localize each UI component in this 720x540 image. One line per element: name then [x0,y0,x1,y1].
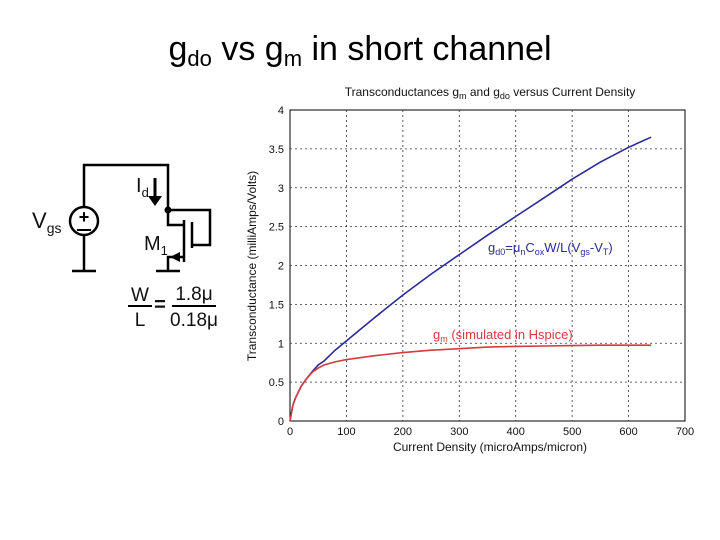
l-value: 0.18μ [170,310,218,331]
drain-stub [166,210,184,227]
y-axis-label: Transconductance (milliAmps/Volts) [245,171,259,361]
vgs-top-wire [82,163,170,215]
w-label: W [131,285,149,306]
x-tick-label: 600 [619,426,637,438]
x-axis-label: Current Density (microAmps/micron) [393,440,587,454]
gm-annotation: gm (simulated in Hspice) [433,327,573,344]
voltage-source-plus: + [79,207,90,227]
y-tick-label: 0 [278,416,284,428]
y-tick-label: 1.5 [269,299,284,311]
w-value: 1.8μ [175,284,212,305]
y-tick-label: 0.5 [269,377,284,389]
voltage-source-icon [68,205,100,237]
transconductance-chart: Transconductances gm and gdo versus Curr… [245,85,694,454]
current-arrow-icon [148,196,162,206]
gm-series-line [289,344,652,422]
drain-node-dot [164,206,172,214]
equals-sign: = [154,294,166,316]
x-tick-label: 500 [563,426,581,438]
y-tick-label: 3 [278,183,284,195]
x-tick-label: 700 [676,426,694,438]
x-tick-label: 200 [394,426,412,438]
x-tick-label: 400 [507,426,525,438]
vgs-label: Vgs [32,208,61,236]
l-label: L [135,310,146,331]
y-tick-label: 2.5 [269,222,284,234]
gd0-annotation: gd0=μnCoxW/L(Vgs-VT) [488,240,613,257]
m1-label: M1 [144,233,168,258]
slide-title: gdo vs gm in short channel [168,30,552,71]
x-tick-label: 300 [450,426,468,438]
x-tick-label: 0 [287,426,293,438]
chart-title: Transconductances gm and gdo versus Curr… [345,85,636,101]
source-arrow-icon [170,252,180,262]
x-tick-labels: 0 100 200 300 400 500 600 700 [287,426,694,438]
y-tick-label: 4 [278,105,284,117]
id-label: Id [136,175,149,200]
y-tick-label: 2 [278,261,284,273]
y-tick-label: 3.5 [269,144,284,156]
grid-lines [290,110,685,421]
x-tick-label: 100 [337,426,355,438]
drain-gate-wire [168,208,212,247]
y-tick-label: 1 [278,338,284,350]
mosfet-circuit-diagram: + Vgs Id M1 W L = 1.8μ 0.18μ [32,163,218,331]
data-series [289,136,652,422]
y-tick-labels: 0 0.5 1 1.5 2 2.5 3 3.5 4 [269,105,284,428]
